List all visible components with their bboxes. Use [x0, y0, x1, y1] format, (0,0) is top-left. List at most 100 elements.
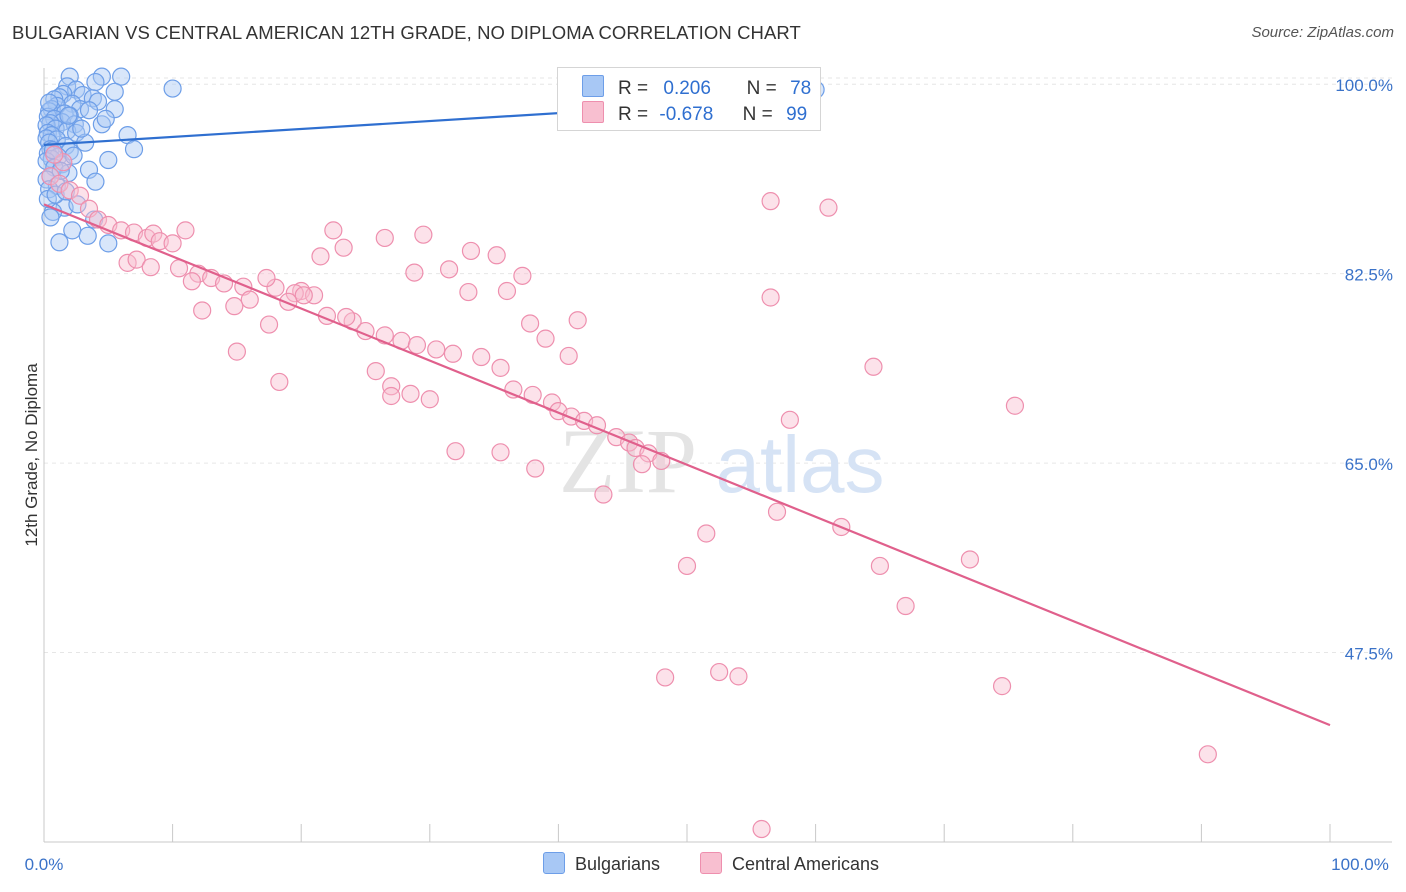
legend-swatch-central-americans	[700, 852, 722, 874]
point-bulgarian	[86, 172, 105, 191]
point-central-american	[225, 297, 244, 316]
point-central-american	[1005, 396, 1025, 415]
point-central-american	[461, 241, 481, 261]
point-central-american	[259, 315, 279, 334]
chart-source: Source: ZipAtlas.com	[1251, 24, 1394, 41]
y-tick-label: 65.0%	[1345, 455, 1393, 474]
legend-r-label: R =	[618, 104, 649, 125]
point-central-american	[366, 362, 385, 381]
point-central-american	[491, 443, 510, 462]
point-central-american	[324, 221, 343, 240]
point-central-american	[513, 266, 532, 285]
point-central-american	[819, 198, 838, 217]
point-central-american	[536, 329, 555, 348]
point-central-american	[1198, 745, 1217, 764]
point-central-american	[767, 502, 787, 521]
point-bulgarian	[124, 140, 144, 159]
legend-item-central-americans[interactable]: Central Americans	[700, 852, 879, 875]
y-tick-label: 82.5%	[1345, 266, 1393, 285]
point-central-american	[526, 459, 545, 478]
point-central-american	[729, 667, 748, 686]
point-central-american	[240, 290, 259, 309]
point-central-american	[70, 186, 90, 205]
point-central-american	[568, 311, 587, 330]
trend-line-central-americans	[43, 203, 1331, 727]
point-central-american	[227, 342, 246, 361]
point-central-american	[311, 247, 330, 266]
point-central-american	[632, 455, 652, 474]
point-central-american	[521, 314, 540, 333]
point-central-american	[375, 228, 394, 248]
point-bulgarian	[163, 79, 182, 98]
point-central-american	[459, 282, 478, 302]
point-bulgarian	[63, 221, 82, 240]
point-central-american	[401, 384, 420, 403]
axes	[43, 68, 1392, 843]
point-central-american	[594, 485, 613, 504]
point-bulgarian	[72, 119, 91, 138]
point-central-american	[960, 550, 980, 569]
point-central-american	[405, 263, 424, 282]
point-central-american	[45, 145, 64, 164]
x-tick-label: 100.0%	[1331, 855, 1389, 874]
point-central-american	[334, 238, 353, 257]
point-bulgarian	[112, 67, 131, 86]
axis-labels: 100.0% 82.5% 65.0% 47.5% 0.0% 100.0% 12th Grad…	[22, 76, 1393, 874]
chart-title: BULGARIAN VS CENTRAL AMERICAN 12TH GRADE…	[12, 22, 801, 43]
point-bulgarian	[99, 150, 118, 170]
legend-row-central-americans: R = -0.678 N = 99	[582, 101, 807, 125]
point-central-american	[176, 221, 195, 240]
series-central-americans	[41, 145, 1217, 839]
point-central-american	[407, 336, 427, 355]
point-central-american	[193, 301, 212, 320]
point-bulgarian	[79, 101, 99, 120]
point-central-american	[163, 234, 182, 253]
point-bulgarian	[83, 89, 102, 108]
point-central-american	[697, 524, 716, 543]
point-central-american	[427, 340, 446, 359]
legend-n-label: N =	[742, 104, 773, 125]
point-central-american	[304, 286, 324, 305]
point-central-american	[491, 358, 510, 377]
point-central-american	[270, 372, 289, 392]
legend-swatch-central-americans	[582, 101, 604, 123]
point-bulgarian	[41, 208, 60, 227]
point-bulgarian	[59, 106, 78, 125]
point-central-american	[382, 386, 401, 406]
point-central-american	[656, 668, 675, 687]
legend-r-label: R =	[618, 78, 649, 99]
watermark-zip: ZIP	[559, 410, 697, 512]
point-bulgarian	[86, 72, 105, 92]
point-central-american	[182, 272, 201, 291]
point-central-american	[141, 258, 160, 277]
legend-row-bulgarians: R = 0.206 N = 78	[582, 75, 811, 99]
point-central-american	[761, 192, 780, 211]
legend-n-value: 99	[786, 104, 808, 125]
point-central-american	[443, 344, 463, 363]
point-central-american	[780, 410, 799, 429]
point-central-american	[337, 307, 356, 327]
point-bulgarian	[50, 233, 69, 252]
point-central-american	[446, 442, 465, 461]
point-central-american	[870, 556, 890, 576]
series-legend: Bulgarians Central Americans	[0, 852, 1406, 876]
y-tick-label: 100.0%	[1335, 76, 1393, 95]
point-bulgarian	[40, 93, 59, 112]
point-central-american	[439, 260, 459, 279]
legend-swatch-bulgarians	[582, 75, 604, 97]
point-central-american	[761, 288, 780, 307]
point-central-american	[497, 281, 517, 301]
legend-item-bulgarians[interactable]: Bulgarians	[543, 852, 660, 875]
point-central-american	[144, 224, 163, 243]
point-central-american	[60, 181, 79, 200]
point-central-american	[294, 286, 313, 305]
point-central-american	[896, 596, 915, 616]
point-bulgarian	[64, 146, 83, 165]
point-central-american	[472, 347, 491, 367]
point-central-american	[382, 377, 401, 396]
y-tick-label: 47.5%	[1345, 645, 1393, 664]
legend-label: Bulgarians	[575, 854, 661, 874]
point-central-american	[487, 246, 506, 265]
watermark: ZIP atlas	[559, 410, 884, 512]
